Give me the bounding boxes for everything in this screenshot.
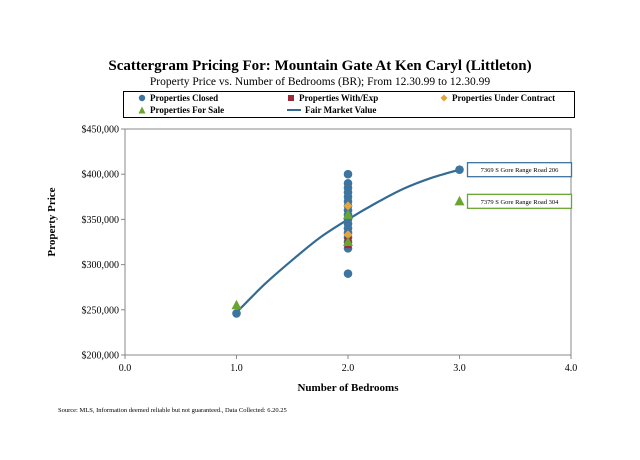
x-axis-label: Number of Bedrooms [297, 382, 399, 394]
legend-item-closed: Properties Closed [138, 93, 218, 103]
legend-item-under-contract: Properties Under Contract [440, 93, 555, 103]
closed-point [343, 169, 353, 179]
y-tick-label: $200,000 [82, 351, 120, 362]
closed-point [232, 309, 241, 318]
x-tick-label: 3.0 [453, 363, 466, 374]
triangle-marker-icon [138, 106, 146, 114]
under-contract-point [343, 201, 353, 211]
legend-label-closed: Properties Closed [150, 93, 219, 103]
legend-item-with-exp: Properties With/Exp [287, 93, 378, 103]
x-tick-label: 0.0 [119, 363, 132, 374]
for-sale-point [454, 195, 465, 206]
under-contract-point [343, 230, 353, 240]
diamond-marker-icon [440, 94, 448, 102]
legend-label-fair-market: Fair Market Value [305, 105, 377, 115]
chart-subtitle: Property Price vs. Number of Bedrooms (B… [149, 76, 491, 88]
line-marker-icon [287, 109, 301, 111]
closed-point [455, 165, 464, 174]
y-tick-label: $450,000 [82, 125, 120, 136]
legend-label-under-contract: Properties Under Contract [452, 93, 556, 103]
chart-title: Scattergram Pricing For: Mountain Gate A… [108, 58, 532, 74]
legend-item-fair-market: Fair Market Value [287, 105, 376, 115]
circle-marker-icon [138, 94, 146, 102]
for-sale-point [343, 236, 353, 246]
square-marker-icon [288, 95, 294, 101]
y-tick-label: $400,000 [82, 170, 120, 181]
source-note: Source: MLS, Information deemed reliable… [58, 407, 287, 414]
for-sale-point [231, 299, 242, 310]
x-tick-label: 1.0 [230, 363, 243, 374]
annotation-box [466, 162, 573, 178]
for-sale-point [343, 209, 353, 219]
closed-point [343, 269, 353, 278]
chart-legend: Properties Closed Properties With/Exp Pr… [123, 91, 575, 118]
annotation-label: 7369 S Gore Range Road 206 [481, 167, 560, 174]
x-tick-label: 4.0 [565, 363, 578, 374]
annotation-label: 7379 S Gore Range Road 304 [481, 199, 560, 206]
y-tick-label: $250,000 [82, 305, 120, 316]
y-tick-label: $300,000 [82, 260, 120, 271]
legend-label-for-sale: Properties For Sale [150, 105, 225, 115]
legend-item-for-sale: Properties For Sale [138, 105, 224, 115]
annotation-box [466, 193, 573, 209]
legend-label-with-exp: Properties With/Exp [299, 93, 379, 103]
y-tick-label: $350,000 [82, 215, 120, 226]
x-tick-label: 2.0 [342, 363, 355, 374]
